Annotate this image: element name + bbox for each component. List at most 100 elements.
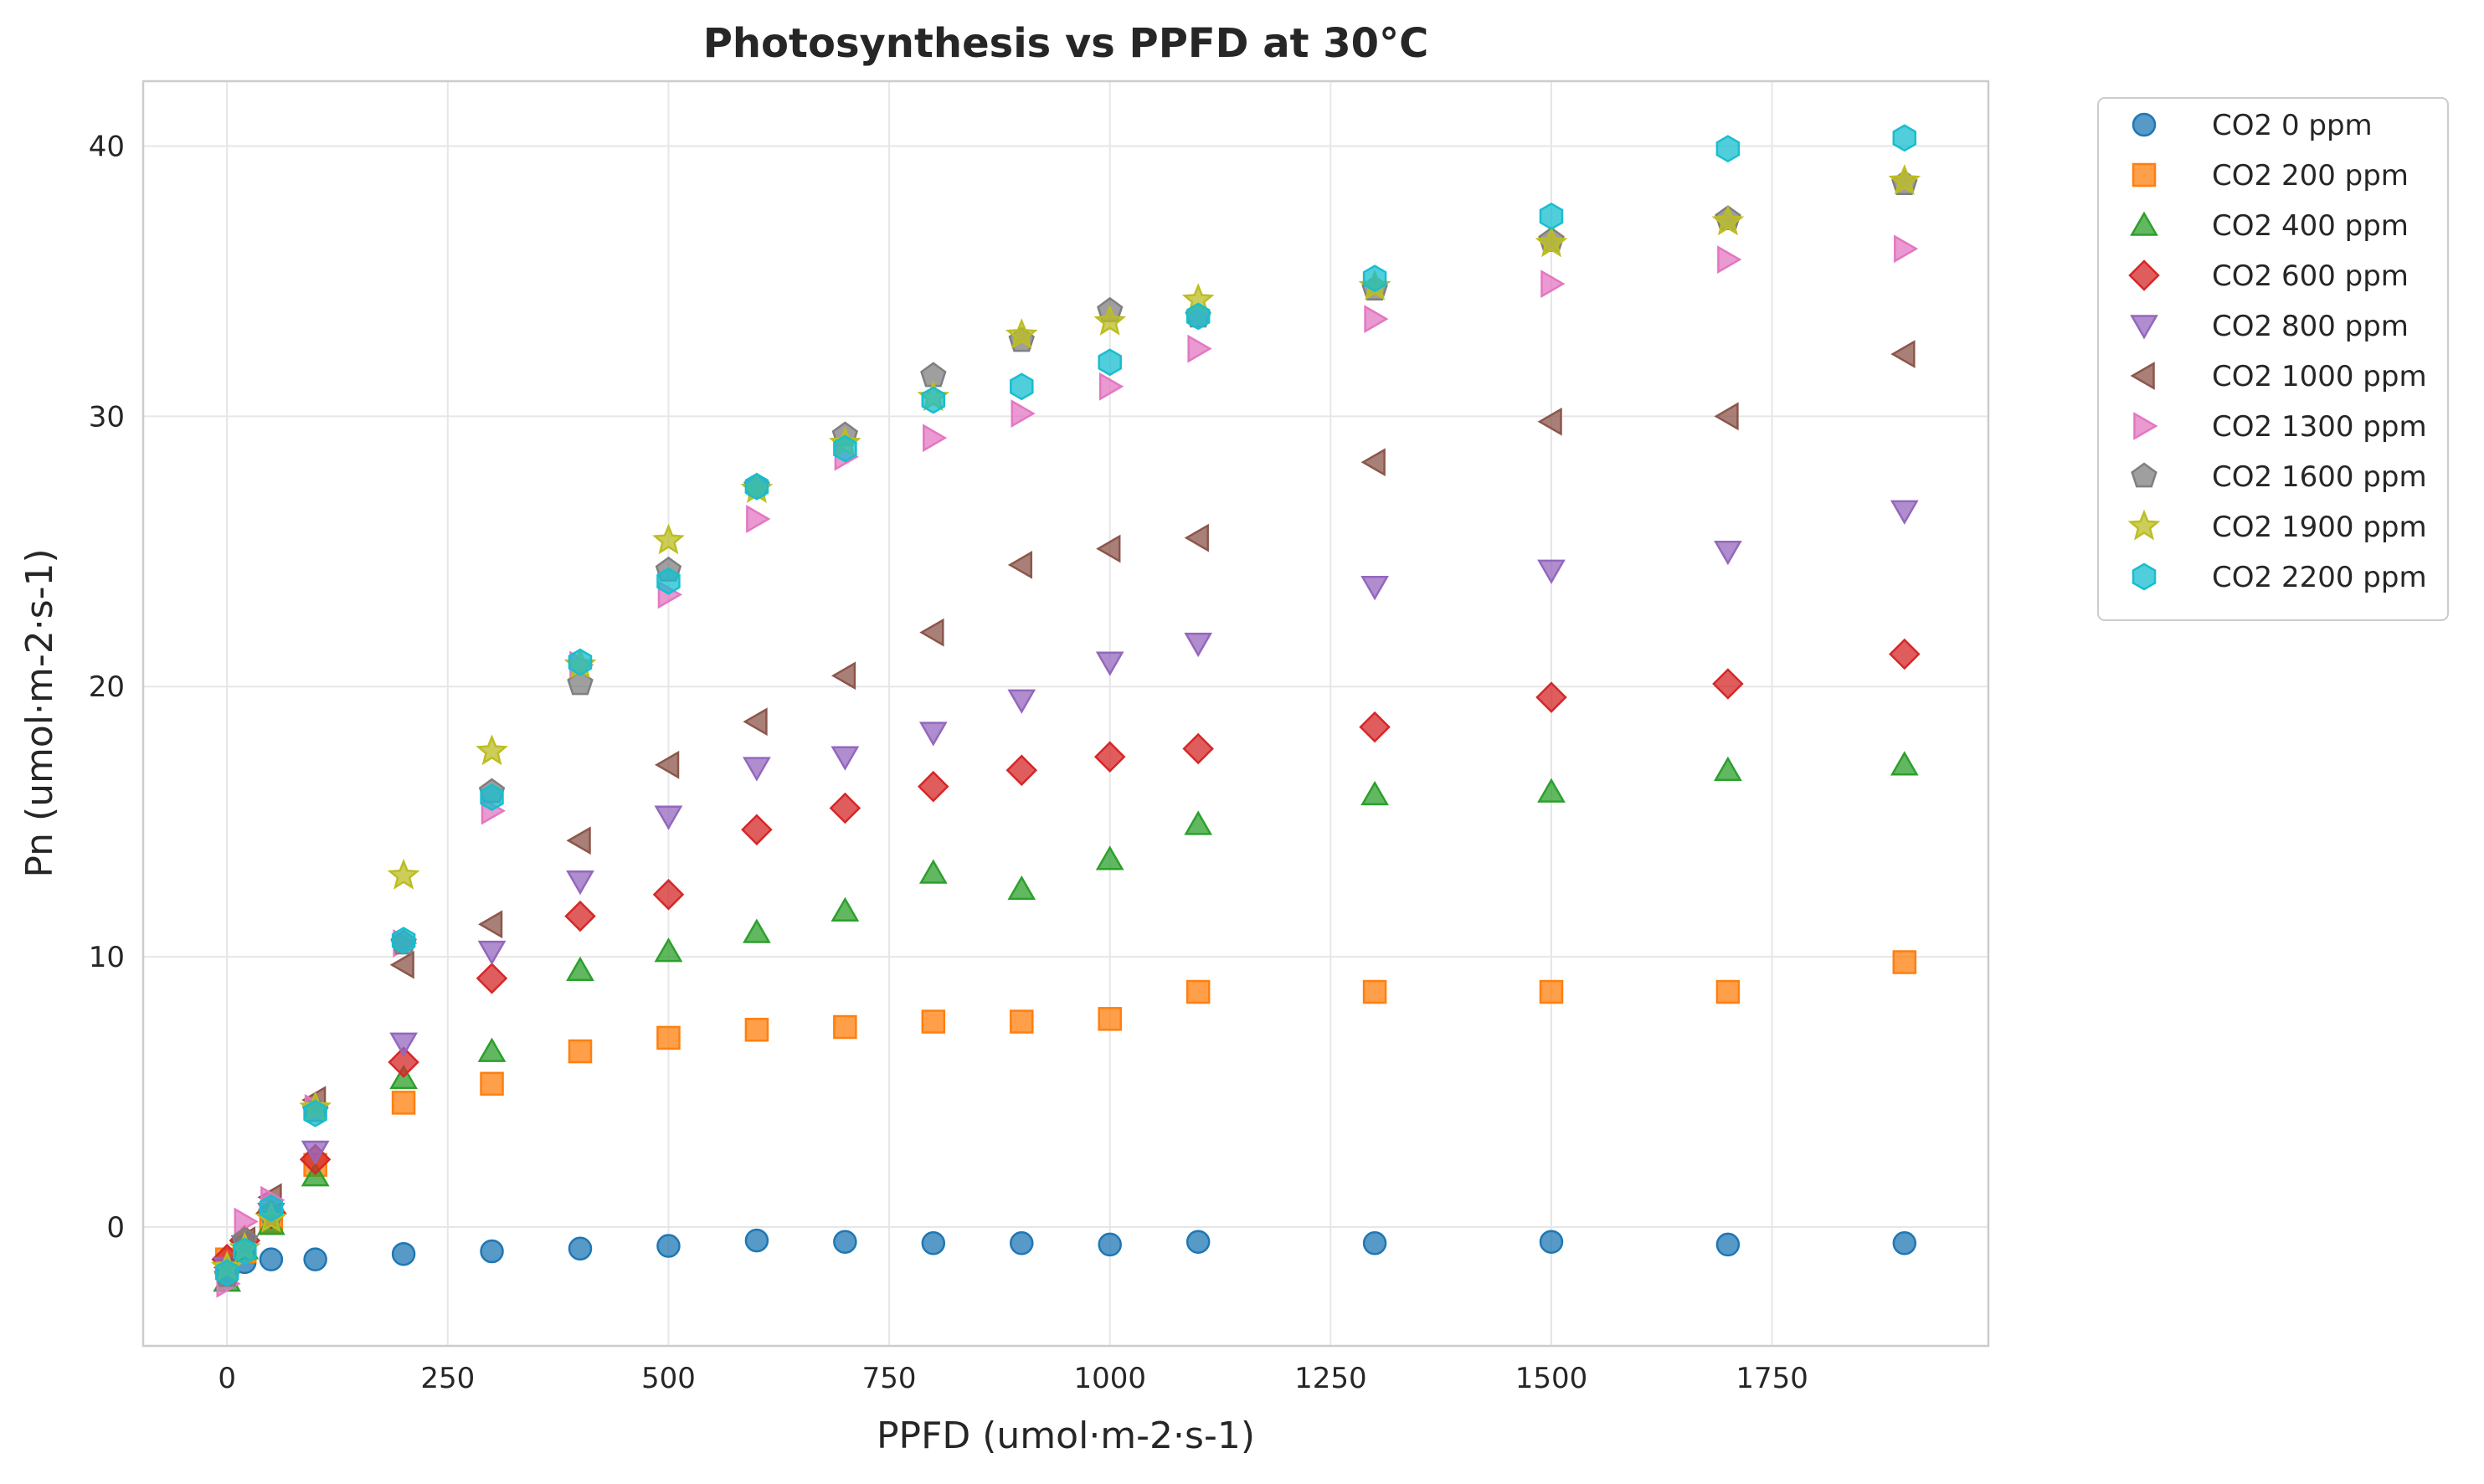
legend-marker-co2-0-ppm bbox=[2132, 112, 2157, 137]
data-point-co2-2200-ppm bbox=[1185, 302, 1211, 331]
data-point-co2-800-ppm bbox=[1360, 576, 1389, 601]
data-point-co2-800-ppm bbox=[831, 746, 860, 771]
data-point-co2-1000-ppm bbox=[1096, 534, 1121, 563]
chart-title: Photosynthesis vs PPFD at 30°C bbox=[703, 20, 1429, 67]
legend-marker-co2-1300-ppm bbox=[2133, 412, 2158, 440]
data-point-co2-800-ppm bbox=[389, 1032, 418, 1057]
data-point-co2-800-ppm bbox=[1890, 500, 1919, 525]
data-point-co2-1900-ppm bbox=[1535, 226, 1568, 258]
legend-marker-co2-1900-ppm bbox=[2127, 509, 2161, 541]
data-point-co2-2200-ppm bbox=[1362, 264, 1387, 293]
legend-marker-co2-800-ppm bbox=[2130, 315, 2158, 340]
x-tick-label: 500 bbox=[641, 1362, 696, 1395]
data-point-co2-600-ppm bbox=[1005, 754, 1038, 787]
series-co2-2200-ppm bbox=[214, 124, 1917, 1287]
data-point-co2-0-ppm bbox=[744, 1228, 769, 1253]
legend-label: CO2 2200 ppm bbox=[2212, 561, 2427, 594]
data-point-co2-1900-ppm bbox=[387, 858, 420, 890]
data-point-co2-1900-ppm bbox=[1005, 318, 1038, 349]
x-tick-label: 0 bbox=[218, 1362, 236, 1395]
data-point-co2-1300-ppm bbox=[1894, 234, 1919, 264]
legend-marker-co2-2200-ppm bbox=[2132, 562, 2157, 591]
legend-label: CO2 1000 ppm bbox=[2212, 360, 2427, 393]
data-point-co2-0-ppm bbox=[1010, 1231, 1034, 1255]
data-point-co2-600-ppm bbox=[564, 900, 596, 932]
data-point-co2-0-ppm bbox=[1098, 1232, 1122, 1257]
data-point-co2-1900-ppm bbox=[1888, 164, 1921, 195]
legend-marker-co2-200-ppm bbox=[2132, 162, 2157, 187]
legend-label: CO2 0 ppm bbox=[2212, 109, 2373, 142]
legend-label: CO2 400 ppm bbox=[2212, 209, 2409, 243]
data-point-co2-600-ppm bbox=[1889, 638, 1921, 670]
data-point-co2-200-ppm bbox=[1715, 979, 1741, 1004]
data-point-co2-800-ppm bbox=[477, 940, 507, 966]
data-point-co2-1000-ppm bbox=[743, 707, 768, 737]
data-point-co2-600-ppm bbox=[1359, 711, 1391, 743]
data-point-co2-200-ppm bbox=[921, 1009, 946, 1034]
data-point-co2-400-ppm bbox=[477, 1037, 507, 1062]
legend-marker-co2-1000-ppm bbox=[2130, 362, 2155, 390]
data-point-co2-1000-ppm bbox=[1184, 523, 1209, 552]
data-point-co2-2200-ppm bbox=[1715, 135, 1741, 163]
legend-marker-co2-1600-ppm bbox=[2131, 462, 2157, 488]
legend-item-co2-1600-ppm: CO2 1600 ppm bbox=[2131, 460, 2427, 494]
data-point-co2-2200-ppm bbox=[921, 386, 946, 414]
x-tick-label: 1500 bbox=[1515, 1362, 1588, 1395]
y-tick-label: 30 bbox=[89, 400, 125, 434]
data-point-co2-2200-ppm bbox=[391, 927, 416, 955]
x-tick-label: 750 bbox=[862, 1362, 917, 1395]
data-point-co2-800-ppm bbox=[743, 757, 771, 782]
data-point-co2-0-ppm bbox=[1362, 1231, 1387, 1255]
data-point-co2-800-ppm bbox=[1095, 651, 1124, 676]
data-point-co2-1000-ppm bbox=[831, 661, 856, 691]
legend-label: CO2 600 ppm bbox=[2212, 259, 2409, 293]
data-point-co2-0-ppm bbox=[921, 1231, 946, 1255]
data-point-co2-2200-ppm bbox=[233, 1237, 257, 1266]
data-point-co2-0-ppm bbox=[1892, 1231, 1917, 1255]
data-point-co2-200-ppm bbox=[833, 1014, 857, 1040]
data-point-co2-600-ppm bbox=[1182, 732, 1214, 765]
data-point-co2-1900-ppm bbox=[476, 734, 508, 766]
data-point-co2-800-ppm bbox=[1007, 689, 1036, 714]
data-point-co2-800-ppm bbox=[1714, 541, 1742, 566]
data-point-co2-1900-ppm bbox=[1093, 304, 1127, 336]
data-point-co2-600-ppm bbox=[1093, 741, 1126, 773]
data-point-co2-400-ppm bbox=[566, 956, 594, 981]
data-point-co2-1300-ppm bbox=[1540, 270, 1566, 299]
data-point-co2-0-ppm bbox=[480, 1239, 504, 1264]
data-point-co2-400-ppm bbox=[1890, 751, 1919, 776]
data-point-co2-1300-ppm bbox=[923, 424, 948, 453]
data-point-co2-1300-ppm bbox=[1187, 334, 1212, 363]
data-point-co2-600-ppm bbox=[388, 1046, 419, 1078]
data-point-co2-1300-ppm bbox=[1098, 372, 1124, 401]
data-point-co2-1000-ppm bbox=[566, 826, 591, 855]
data-point-co2-1000-ppm bbox=[1537, 407, 1562, 436]
plot-frame bbox=[141, 80, 1990, 1348]
data-point-co2-0-ppm bbox=[259, 1247, 284, 1271]
data-point-co2-400-ppm bbox=[654, 937, 683, 963]
data-point-co2-2200-ppm bbox=[568, 648, 593, 676]
data-point-co2-600-ppm bbox=[829, 792, 861, 824]
data-point-co2-0-ppm bbox=[391, 1241, 416, 1266]
x-axis-label: PPFD (umol·m-2·s-1) bbox=[877, 1415, 1255, 1457]
legend-item-co2-200-ppm: CO2 200 ppm bbox=[2132, 159, 2409, 193]
legend-item-co2-600-ppm: CO2 600 ppm bbox=[2128, 259, 2409, 293]
data-point-co2-200-ppm bbox=[1185, 979, 1211, 1004]
data-point-co2-200-ppm bbox=[391, 1091, 416, 1115]
legend-item-co2-1300-ppm: CO2 1300 ppm bbox=[2133, 410, 2427, 444]
data-point-co2-2200-ppm bbox=[656, 567, 681, 595]
data-point-co2-2200-ppm bbox=[259, 1194, 284, 1222]
x-tick-label: 1750 bbox=[1736, 1362, 1808, 1395]
data-point-co2-200-ppm bbox=[1010, 1009, 1034, 1034]
legend-label: CO2 800 ppm bbox=[2212, 310, 2409, 343]
data-point-co2-600-ppm bbox=[652, 879, 685, 911]
legend-item-co2-800-ppm: CO2 800 ppm bbox=[2130, 310, 2409, 343]
data-point-co2-1900-ppm bbox=[1711, 204, 1745, 236]
data-point-co2-800-ppm bbox=[301, 1140, 330, 1165]
data-point-co2-400-ppm bbox=[1360, 780, 1389, 806]
data-point-co2-2200-ppm bbox=[303, 1099, 327, 1127]
data-point-co2-600-ppm bbox=[918, 770, 949, 803]
data-point-co2-400-ppm bbox=[743, 918, 771, 943]
data-point-co2-200-ppm bbox=[744, 1018, 769, 1042]
x-tick-label: 1000 bbox=[1073, 1362, 1146, 1395]
